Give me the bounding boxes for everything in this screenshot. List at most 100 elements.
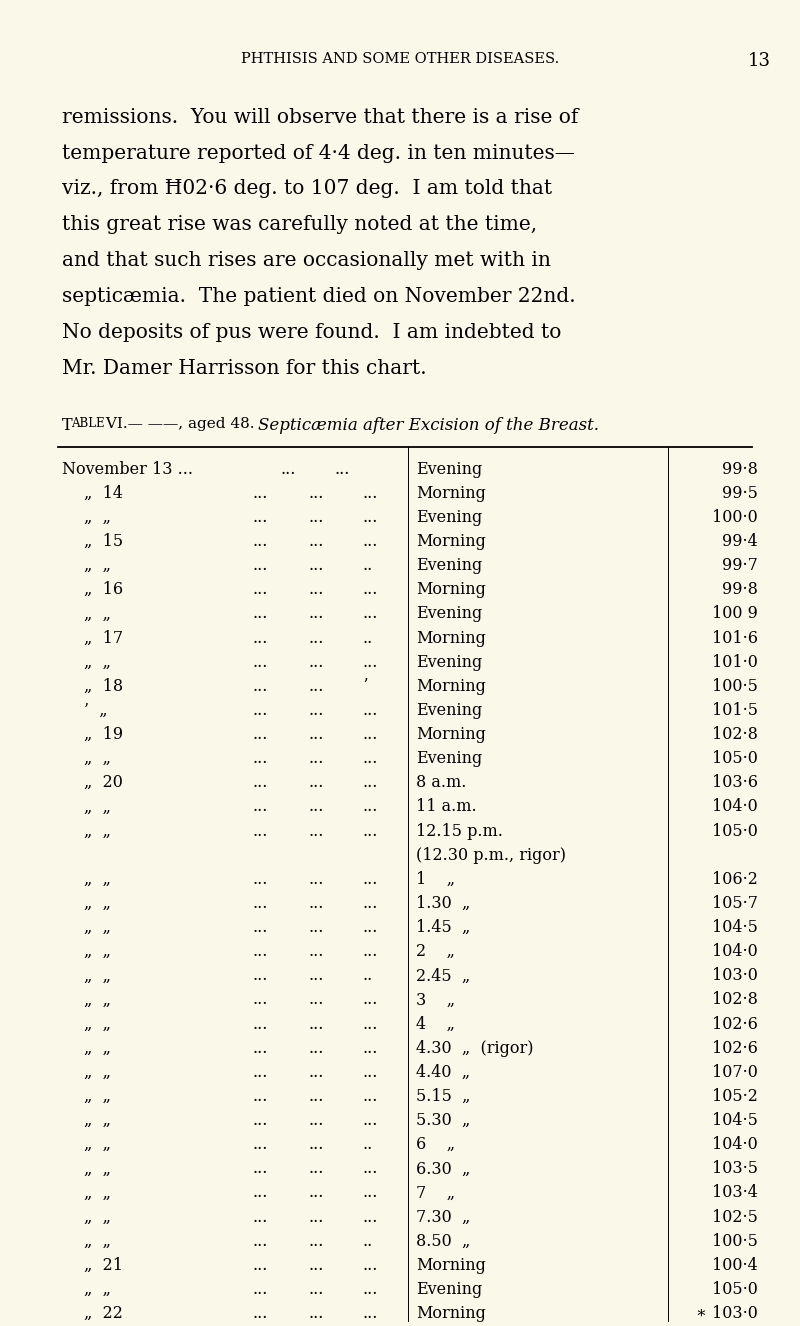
Text: ..: ..	[362, 968, 372, 984]
Text: 100·4: 100·4	[712, 1257, 758, 1274]
Text: „  „: „ „	[84, 943, 111, 960]
Text: ...: ...	[334, 460, 350, 477]
Text: viz., from Ħ02·6 deg. to 107 deg.  I am told that: viz., from Ħ02·6 deg. to 107 deg. I am t…	[62, 179, 552, 199]
Text: ...: ...	[252, 992, 267, 1009]
Text: ...: ...	[252, 557, 267, 574]
Text: ...: ...	[252, 1087, 267, 1105]
Text: 101·5: 101·5	[712, 701, 758, 719]
Text: „  „: „ „	[84, 1087, 111, 1105]
Text: 7    „: 7 „	[416, 1184, 455, 1201]
Text: ...: ...	[308, 822, 323, 839]
Text: 105·7: 105·7	[712, 895, 758, 912]
Text: „  18: „ 18	[84, 678, 123, 695]
Text: ...: ...	[252, 509, 267, 526]
Text: Evening: Evening	[416, 751, 482, 768]
Text: ∗ 103·0: ∗ 103·0	[696, 1305, 758, 1322]
Text: ...: ...	[362, 1184, 378, 1201]
Text: ...: ...	[252, 1257, 267, 1274]
Text: ...: ...	[308, 1281, 323, 1298]
Text: ...: ...	[252, 822, 267, 839]
Text: 102·6: 102·6	[712, 1016, 758, 1033]
Text: ...: ...	[252, 895, 267, 912]
Text: temperature reported of 4·4 deg. in ten minutes—: temperature reported of 4·4 deg. in ten …	[62, 143, 575, 163]
Text: „  „: „ „	[84, 1160, 111, 1177]
Text: ...: ...	[362, 1257, 378, 1274]
Text: 99·5: 99·5	[722, 485, 758, 501]
Text: ...: ...	[362, 751, 378, 768]
Text: ...: ...	[308, 1233, 323, 1249]
Text: „  „: „ „	[84, 509, 111, 526]
Text: 11 a.m.: 11 a.m.	[416, 798, 477, 815]
Text: ...: ...	[362, 485, 378, 501]
Text: 104·5: 104·5	[712, 1113, 758, 1130]
Text: „  „: „ „	[84, 1281, 111, 1298]
Text: ...: ...	[362, 654, 378, 671]
Text: ...: ...	[362, 1016, 378, 1033]
Text: ...: ...	[252, 606, 267, 622]
Text: ...: ...	[308, 654, 323, 671]
Text: ...: ...	[308, 774, 323, 792]
Text: ...: ...	[252, 871, 267, 888]
Text: ...: ...	[308, 727, 323, 743]
Text: 101·6: 101·6	[712, 630, 758, 647]
Text: 104·0: 104·0	[712, 943, 758, 960]
Text: ...: ...	[308, 1113, 323, 1130]
Text: 104·0: 104·0	[712, 1136, 758, 1154]
Text: 100 9: 100 9	[712, 606, 758, 622]
Text: ...: ...	[308, 1184, 323, 1201]
Text: „  17: „ 17	[84, 630, 123, 647]
Text: ..: ..	[362, 557, 372, 574]
Text: 1.30  „: 1.30 „	[416, 895, 470, 912]
Text: 99·8: 99·8	[722, 460, 758, 477]
Text: ...: ...	[308, 992, 323, 1009]
Text: 105·2: 105·2	[712, 1087, 758, 1105]
Text: ...: ...	[308, 1305, 323, 1322]
Text: ...: ...	[252, 774, 267, 792]
Text: ...: ...	[308, 701, 323, 719]
Text: ...: ...	[362, 1087, 378, 1105]
Text: „  „: „ „	[84, 1233, 111, 1249]
Text: 13: 13	[748, 52, 771, 70]
Text: Evening: Evening	[416, 654, 482, 671]
Text: ...: ...	[362, 895, 378, 912]
Text: „  „: „ „	[84, 798, 111, 815]
Text: „  „: „ „	[84, 606, 111, 622]
Text: ...: ...	[362, 1040, 378, 1057]
Text: 99·4: 99·4	[722, 533, 758, 550]
Text: ...: ...	[252, 1233, 267, 1249]
Text: ...: ...	[252, 485, 267, 501]
Text: ...: ...	[308, 485, 323, 501]
Text: 102·6: 102·6	[712, 1040, 758, 1057]
Text: ...: ...	[308, 1016, 323, 1033]
Text: ...: ...	[252, 1305, 267, 1322]
Text: „  14: „ 14	[84, 485, 123, 501]
Text: ...: ...	[308, 1257, 323, 1274]
Text: ...: ...	[362, 509, 378, 526]
Text: „  „: „ „	[84, 751, 111, 768]
Text: Morning: Morning	[416, 1305, 486, 1322]
Text: 4.40  „: 4.40 „	[416, 1063, 470, 1081]
Text: ...: ...	[362, 581, 378, 598]
Text: 8.50  „: 8.50 „	[416, 1233, 470, 1249]
Text: 4    „: 4 „	[416, 1016, 455, 1033]
Text: ...: ...	[252, 701, 267, 719]
Text: ...: ...	[252, 630, 267, 647]
Text: Morning: Morning	[416, 485, 486, 501]
Text: „  „: „ „	[84, 919, 111, 936]
Text: ...: ...	[362, 1160, 378, 1177]
Text: ...: ...	[252, 1281, 267, 1298]
Text: 106·2: 106·2	[712, 871, 758, 888]
Text: 103·6: 103·6	[712, 774, 758, 792]
Text: ...: ...	[362, 919, 378, 936]
Text: 105·0: 105·0	[712, 1281, 758, 1298]
Text: (12.30 p.m., rigor): (12.30 p.m., rigor)	[416, 847, 566, 863]
Text: PHTHISIS AND SOME OTHER DISEASES.: PHTHISIS AND SOME OTHER DISEASES.	[241, 52, 559, 66]
Text: „  „: „ „	[84, 1208, 111, 1225]
Text: ...: ...	[308, 895, 323, 912]
Text: 99·7: 99·7	[722, 557, 758, 574]
Text: Mr. Damer Harrisson for this chart.: Mr. Damer Harrisson for this chart.	[62, 359, 426, 378]
Text: ...: ...	[308, 1063, 323, 1081]
Text: ..: ..	[362, 630, 372, 647]
Text: „  „: „ „	[84, 1184, 111, 1201]
Text: Evening: Evening	[416, 509, 482, 526]
